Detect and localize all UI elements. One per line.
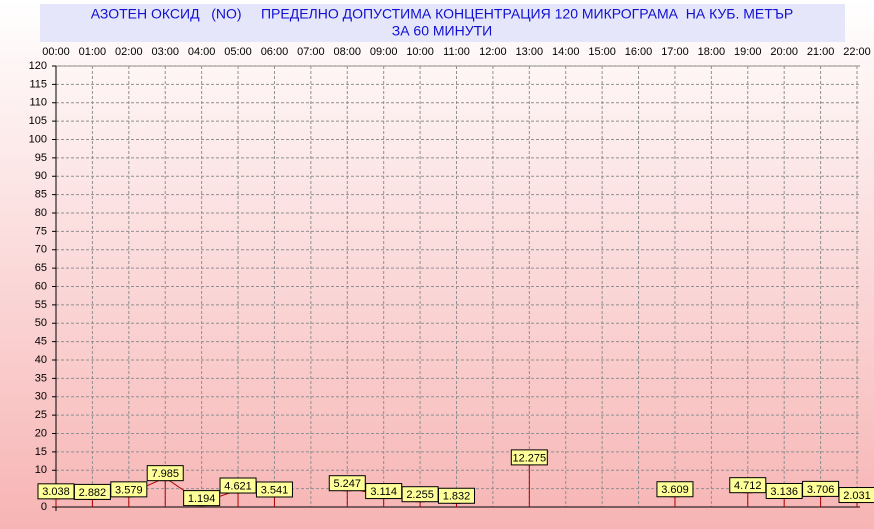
y-tick-label: 75 [35,225,47,237]
value-label-box [656,481,694,498]
value-label: 4.621 [224,480,252,492]
value-label: 2.882 [79,487,107,499]
y-tick-label: 100 [29,133,47,145]
x-tick-label: 22:00 [843,46,871,58]
y-tick-label: 30 [35,391,47,403]
value-label: 3.609 [661,484,689,496]
value-label: 1.194 [188,493,216,505]
y-tick-label: 10 [35,464,47,476]
value-label-box [146,465,184,482]
y-tick-label: 110 [29,97,47,109]
x-tick-label: 17:00 [661,46,689,58]
chart-subtitle: ЗА 60 МИНУТИ [392,23,493,39]
value-label: 3.038 [42,486,70,498]
value-label-box [255,481,293,498]
x-tick-label: 16:00 [625,46,653,58]
y-tick-label: 85 [35,189,47,201]
x-tick-label: 21:00 [807,46,835,58]
x-tick-label: 04:00 [188,46,216,58]
y-tick-label: 95 [35,152,47,164]
x-tick-label: 09:00 [370,46,398,58]
y-tick-label: 105 [29,115,47,127]
value-label: 3.136 [770,486,798,498]
y-tick-label: 15 [35,446,47,458]
x-tick-label: 08:00 [334,46,362,58]
value-label: 5.247 [334,478,362,490]
y-tick-label: 55 [35,299,47,311]
y-tick-label: 20 [35,427,47,439]
y-tick-label: 45 [35,336,47,348]
y-tick-label: 120 [29,60,47,72]
value-label-box [183,490,221,507]
x-tick-label: 05:00 [224,46,252,58]
value-label: 7.985 [151,468,179,480]
y-tick-label: 115 [29,78,47,90]
y-tick-label: 25 [35,409,47,421]
value-label-box [510,449,548,466]
value-label: 2.255 [406,489,434,501]
y-tick-label: 40 [35,354,47,366]
y-tick-label: 80 [35,207,47,219]
x-tick-label: 06:00 [261,46,289,58]
x-tick-label: 03:00 [151,46,179,58]
value-label: 3.114 [370,486,397,498]
chart-title: АЗОТЕН ОКСИД (NO) ПРЕДЕЛНО ДОПУСТИМА КОН… [91,6,794,22]
x-tick-label: 11:00 [443,46,470,58]
x-tick-label: 20:00 [770,46,798,58]
x-tick-label: 01:00 [79,46,107,58]
value-label-box [438,487,475,504]
x-tick-label: 07:00 [297,46,325,58]
y-tick-label: 60 [35,280,47,292]
value-label: 3.706 [807,484,835,496]
y-tick-label: 35 [35,372,47,384]
value-label: 3.541 [261,484,289,496]
x-tick-label: 14:00 [552,46,580,58]
x-tick-label: 10:00 [406,46,434,58]
x-tick-label: 19:00 [734,46,762,58]
x-tick-label: 13:00 [516,46,544,58]
x-tick-label: 12:00 [479,46,507,58]
value-label-box [110,481,148,498]
x-tick-label: 18:00 [698,46,726,58]
x-tick-label: 00:00 [42,46,70,58]
value-label: 1.832 [443,491,471,503]
x-tick-label: 02:00 [115,46,143,58]
value-label: 2.031 [843,490,871,502]
title-box [40,4,845,42]
y-tick-label: 50 [35,317,47,329]
value-label-box [838,487,874,504]
value-label: 4.712 [734,480,762,492]
y-tick-label: 70 [35,244,47,256]
value-label: 12.275 [512,452,546,464]
y-tick-label: 0 [41,501,47,513]
value-label: 3.579 [115,484,143,496]
y-tick-label: 90 [35,170,47,182]
y-tick-label: 65 [35,262,47,274]
x-tick-label: 15:00 [588,46,616,58]
